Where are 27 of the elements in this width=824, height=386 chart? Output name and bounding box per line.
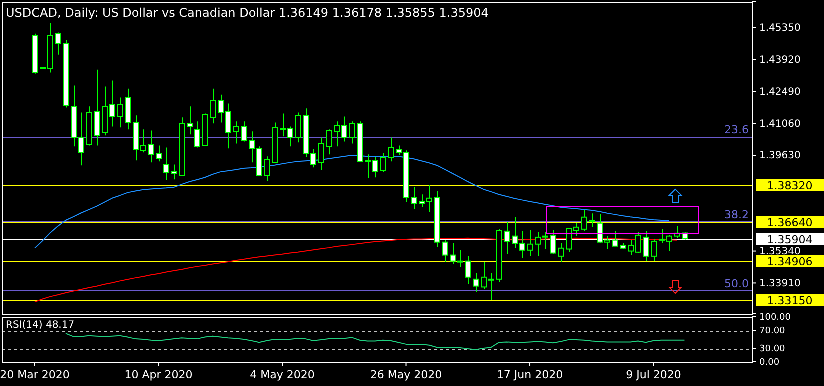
y-tick-label: 1.33910 xyxy=(760,278,801,290)
chart-title: RSI(14) 48.17 xyxy=(6,320,75,331)
x-tick-label: 10 Apr 2020 xyxy=(124,368,193,382)
y-tick-label: 1.39630 xyxy=(760,150,801,162)
x-tick-label: 26 May 2020 xyxy=(370,368,442,382)
annotation: 23.6 xyxy=(724,124,749,137)
y-tick-label: 1.45350 xyxy=(760,23,801,34)
y-tick-label: 1.42490 xyxy=(760,86,801,98)
y-tick-label: 1.43920 xyxy=(760,55,801,66)
annotation: 38.2 xyxy=(724,208,749,222)
x-tick-label: 17 Jun 2020 xyxy=(496,368,564,382)
y-tick-label: 0.00 xyxy=(760,358,780,368)
ref-line-label: 1.36640 xyxy=(767,216,813,230)
y-tick-label: 70.00 xyxy=(760,326,786,336)
x-tick-label: 9 Jul 2020 xyxy=(626,368,682,382)
ref-line-label: 1.38320 xyxy=(767,180,813,192)
y-tick-label: 100.00 xyxy=(760,312,792,323)
y-tick-label: 1.41060 xyxy=(760,118,801,130)
chart-title: USDCAD, Daily: US Dollar vs Canadian Dollar 1.36149 1.36178 1.35855 1.35904 xyxy=(6,6,489,20)
ref-line-label: 1.34906 xyxy=(767,256,813,268)
ref-line-label: 1.33150 xyxy=(767,294,813,308)
annotation: 50.0 xyxy=(724,277,749,290)
y-tick-label: 30.00 xyxy=(760,344,786,354)
x-tick-label: 20 Mar 2020 xyxy=(0,368,70,382)
ref-line-label: 1.35904 xyxy=(767,234,813,246)
y-tick-label: 1.35340 xyxy=(760,246,801,258)
x-tick-label: 4 May 2020 xyxy=(250,368,315,382)
